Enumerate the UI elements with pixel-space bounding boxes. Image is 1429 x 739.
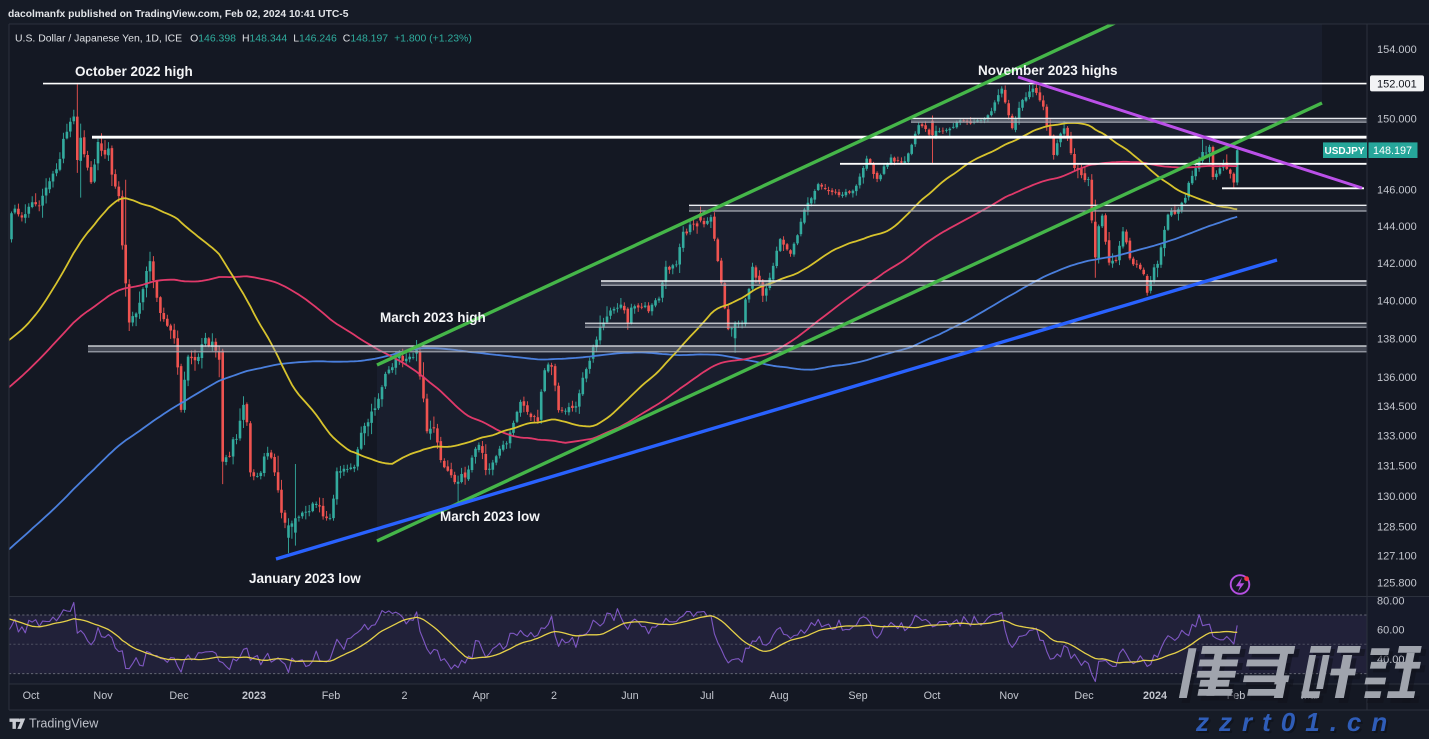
svg-text:154.000: 154.000	[1377, 44, 1417, 56]
svg-text:Apr: Apr	[473, 690, 490, 702]
svg-text:2024: 2024	[1143, 690, 1167, 702]
svg-text:Nov: Nov	[999, 690, 1019, 702]
svg-text:128.500: 128.500	[1377, 522, 1417, 534]
svg-text:60.00: 60.00	[1377, 625, 1405, 637]
svg-text:150.000: 150.000	[1377, 113, 1417, 125]
svg-text:Jun: Jun	[621, 690, 638, 702]
svg-text:140.000: 140.000	[1377, 295, 1417, 307]
svg-text:2: 2	[551, 690, 557, 702]
svg-text:80.00: 80.00	[1377, 595, 1405, 607]
svg-text:148.197: 148.197	[1373, 145, 1412, 157]
svg-text:Sep: Sep	[848, 690, 867, 702]
svg-text:2: 2	[401, 690, 407, 702]
svg-text:142.000: 142.000	[1377, 258, 1417, 270]
svg-text:133.000: 133.000	[1377, 431, 1417, 443]
svg-text:U.S. Dollar / Japanese Yen, 1D: U.S. Dollar / Japanese Yen, 1D, ICE O146.…	[15, 34, 472, 45]
svg-text:136.000: 136.000	[1377, 372, 1417, 384]
svg-text:zzrt01.cn: zzrt01.cn	[1197, 709, 1399, 739]
svg-text:March 2023 low: March 2023 low	[440, 509, 540, 524]
svg-text:152.001: 152.001	[1377, 78, 1417, 90]
svg-text:Dec: Dec	[1074, 690, 1094, 702]
svg-text:144.000: 144.000	[1377, 221, 1417, 233]
svg-text:Feb: Feb	[322, 690, 341, 702]
svg-text:131.500: 131.500	[1377, 461, 1417, 473]
svg-text:Oct: Oct	[23, 690, 40, 702]
svg-text:Oct: Oct	[924, 690, 941, 702]
svg-text:TradingView: TradingView	[29, 717, 99, 731]
svg-text:146.000: 146.000	[1377, 185, 1417, 197]
svg-text:October 2022 high: October 2022 high	[75, 64, 193, 79]
svg-text:130.000: 130.000	[1377, 491, 1417, 503]
svg-text:127.100: 127.100	[1377, 550, 1417, 562]
svg-text:zzrt01.cn: zzrt01.cn	[1195, 707, 1397, 737]
svg-text:USDJPY: USDJPY	[1324, 146, 1364, 157]
svg-text:Aug: Aug	[769, 690, 788, 702]
svg-text:Nov: Nov	[93, 690, 113, 702]
svg-text:March 2023 high: March 2023 high	[380, 310, 486, 325]
svg-text:January 2023 low: January 2023 low	[249, 571, 361, 586]
svg-text:134.500: 134.500	[1377, 401, 1417, 413]
svg-text:Dec: Dec	[169, 690, 189, 702]
svg-text:November 2023 highs: November 2023 highs	[978, 63, 1118, 78]
svg-text:2023: 2023	[242, 690, 266, 702]
svg-text:Jul: Jul	[700, 690, 714, 702]
svg-text:125.800: 125.800	[1377, 578, 1417, 590]
svg-text:138.000: 138.000	[1377, 333, 1417, 345]
svg-text:dacolmanfx published on Tradin: dacolmanfx published on TradingView.com,…	[8, 9, 349, 20]
